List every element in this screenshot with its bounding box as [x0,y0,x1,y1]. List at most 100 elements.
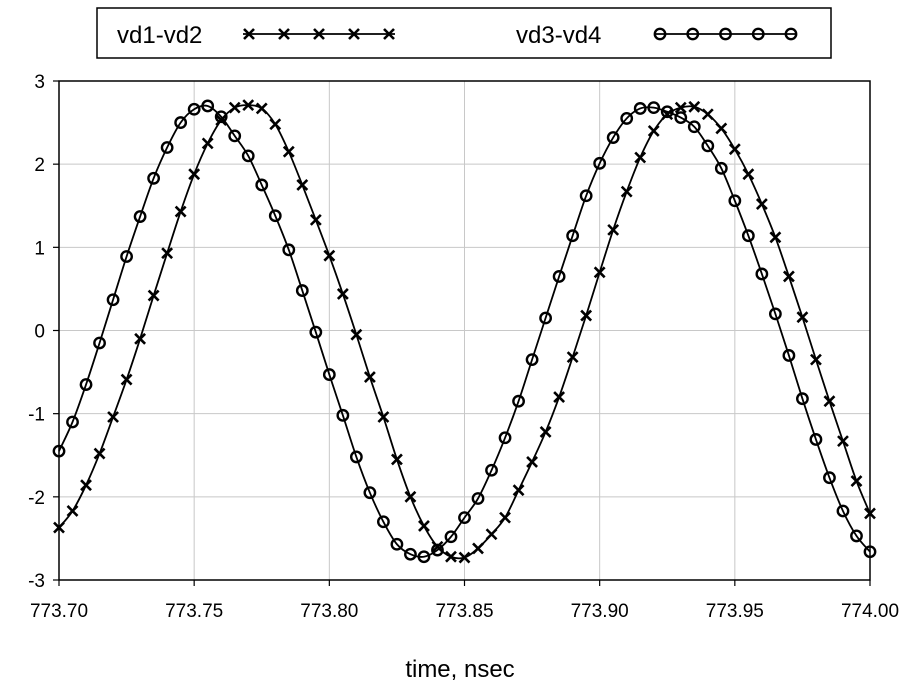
data-point-o-marker [133,210,147,223]
data-point-x-marker [742,168,755,181]
data-point-x-marker [566,351,579,364]
data-point-o-marker [147,171,161,185]
data-point-o-marker [174,116,188,129]
data-point-o-marker [782,349,796,362]
x-axis-label: time, nsec [405,656,514,683]
data-point-x-marker [620,185,633,198]
y-tick-label: -2 [28,488,45,509]
legend: vd1-vd2 vd3-vd4 [96,7,832,59]
data-point-x-marker [593,266,606,279]
x-tick-label: 773.70 [30,601,88,622]
data-point-o-marker [201,99,215,113]
data-point-o-marker [228,129,242,143]
data-point-o-marker [349,450,363,464]
data-point-o-marker [309,325,323,339]
data-point-o-marker [268,209,282,223]
data-point-o-marker [458,511,471,525]
data-point-o-marker [539,311,552,325]
data-point-x-marker [823,395,836,408]
data-point-x-marker [458,551,471,564]
data-point-x-marker [850,475,863,487]
data-point-x-marker [526,455,539,468]
data-point-o-marker [809,433,823,446]
legend-o-marker [719,27,732,41]
data-point-o-marker [241,149,255,163]
data-point-x-marker [580,309,593,322]
data-point-x-marker [296,179,309,191]
data-point-o-marker [106,293,120,307]
data-point-o-marker [498,431,512,445]
data-point-x-marker [161,247,174,260]
data-point-o-marker [187,102,201,116]
data-point-x-marker [715,122,728,135]
data-point-x-marker [674,101,687,114]
data-point-o-marker [660,105,674,119]
data-point-x-marker [188,168,201,181]
data-point-x-marker [810,353,822,366]
data-point-o-marker [552,270,566,283]
data-point-x-marker [282,145,295,158]
data-point-x-marker [634,151,647,164]
data-point-o-marker [796,392,809,406]
data-point-x-marker [363,371,376,383]
data-point-x-marker [701,108,714,121]
data-point-o-marker [836,504,850,518]
series-vd3-vd4 [52,99,877,564]
y-tick-label: 1 [34,238,45,259]
data-point-x-marker [390,453,403,466]
data-point-x-marker [755,198,768,211]
series-line-vd3-vd4 [58,104,871,558]
data-point-x-marker [607,223,620,236]
y-tick-label: -1 [28,405,45,426]
data-point-o-marker [295,284,309,297]
data-point-o-marker [120,250,133,263]
legend-x-marker [348,28,360,40]
data-point-x-marker [269,118,282,131]
legend-o-marker [784,27,798,41]
data-point-o-marker [579,189,593,203]
data-point-x-marker [539,426,552,438]
series-layer [52,99,877,564]
data-point-o-marker [66,415,79,429]
legend-o-marker [653,27,667,41]
data-point-o-marker [485,463,498,477]
data-point-x-marker [336,287,349,300]
data-point-o-marker [471,492,485,505]
data-point-o-marker [606,131,620,144]
data-point-x-marker [553,391,566,403]
data-point-o-marker [674,111,688,124]
data-point-o-marker [823,471,836,485]
data-point-o-marker [255,178,269,192]
data-point-x-marker [418,520,430,532]
x-tick-label: 773.90 [571,601,629,622]
data-point-x-marker [255,102,268,115]
data-point-o-marker [390,537,404,551]
data-point-x-marker [647,124,660,137]
legend-x-marker [243,28,255,40]
data-point-x-marker [174,205,187,218]
data-point-x-marker [93,447,106,460]
x-tick-label: 773.95 [706,601,764,622]
data-point-o-marker [728,194,742,208]
legend-label-vd3-vd4: vd3-vd4 [516,22,601,49]
data-point-o-marker [741,229,755,243]
axis-ticks: 773.70 773.75 773.80 773.85 773.90 773.95 774.… [28,72,899,622]
data-point-o-marker [322,368,336,381]
data-point-x-marker [228,101,241,114]
y-tick-label: 3 [34,72,45,93]
data-point-x-marker [512,484,525,497]
x-tick-label: 773.85 [435,601,493,622]
y-tick-label: 0 [34,322,45,343]
data-point-o-marker [417,550,431,564]
data-point-o-marker [93,336,106,350]
data-point-x-marker [134,332,147,345]
legend-box [96,7,832,59]
y-tick-label: 2 [34,155,45,176]
data-point-o-marker [620,112,634,125]
data-point-x-marker [120,373,133,386]
data-point-o-marker [512,394,525,408]
data-point-o-marker [160,141,174,154]
legend-x-marker [278,28,290,40]
data-point-x-marker [242,99,255,112]
